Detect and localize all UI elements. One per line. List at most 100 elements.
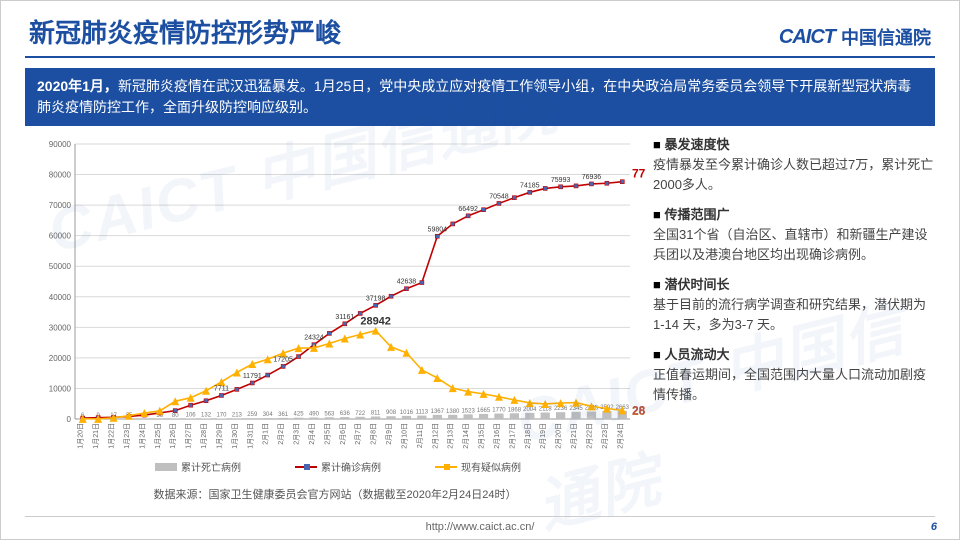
svg-text:7711: 7711 <box>214 385 229 392</box>
svg-text:10000: 10000 <box>49 384 72 393</box>
svg-text:59804: 59804 <box>428 226 448 233</box>
fact-heading: 潜伏时间长 <box>653 274 935 293</box>
svg-text:77658: 77658 <box>632 167 645 181</box>
svg-text:304: 304 <box>263 412 274 418</box>
svg-text:2月14日: 2月14日 <box>462 423 470 449</box>
svg-text:2月4日: 2月4日 <box>308 423 316 445</box>
svg-text:106: 106 <box>186 413 197 419</box>
svg-text:563: 563 <box>324 411 335 417</box>
svg-text:66492: 66492 <box>458 206 478 213</box>
svg-text:170: 170 <box>216 412 227 418</box>
svg-text:2824: 2824 <box>632 403 645 417</box>
svg-text:70000: 70000 <box>49 201 72 210</box>
svg-text:2月15日: 2月15日 <box>478 423 486 449</box>
svg-text:70548: 70548 <box>489 193 509 200</box>
svg-text:74185: 74185 <box>520 182 540 189</box>
svg-text:1月29日: 1月29日 <box>215 423 223 449</box>
svg-text:425: 425 <box>294 412 305 418</box>
svg-text:2月21日: 2月21日 <box>570 423 578 449</box>
svg-text:2月9日: 2月9日 <box>385 423 393 445</box>
svg-text:60000: 60000 <box>49 232 72 241</box>
svg-text:0: 0 <box>67 415 72 424</box>
svg-text:908: 908 <box>386 410 397 416</box>
svg-text:1月31日: 1月31日 <box>246 423 254 449</box>
footer-rule <box>25 516 935 517</box>
svg-text:累计确诊病例: 累计确诊病例 <box>321 461 381 474</box>
svg-text:1月30日: 1月30日 <box>231 423 239 449</box>
facts-list: 暴发速度快疫情暴发至今累计确诊人数已超过7万，累计死亡2000多人。传播范围广全… <box>653 134 935 502</box>
svg-text:2月2日: 2月2日 <box>277 423 285 445</box>
svg-text:1523: 1523 <box>461 408 475 414</box>
slide: CAICT 中国信通院 CAICT 中国信通院 新冠肺炎疫情防控形势严峻 CAI… <box>0 0 960 540</box>
svg-text:30000: 30000 <box>49 323 72 332</box>
svg-text:累计死亡病例: 累计死亡病例 <box>181 461 241 474</box>
chart-source: 数据来源：国家卫生健康委员会官方网站（数据截至2020年2月24日24时） <box>25 486 645 502</box>
svg-text:20000: 20000 <box>49 354 72 363</box>
svg-text:28942: 28942 <box>360 316 391 328</box>
chart-wrap: 0100002000030000400005000060000700008000… <box>25 134 645 502</box>
svg-text:40000: 40000 <box>49 293 72 302</box>
svg-text:1367: 1367 <box>431 409 445 415</box>
covid-chart: 0100002000030000400005000060000700008000… <box>25 134 645 479</box>
svg-text:1113: 1113 <box>416 410 429 416</box>
svg-text:1665: 1665 <box>477 408 491 414</box>
description-lead: 2020年1月， <box>37 78 118 94</box>
svg-text:490: 490 <box>309 412 320 418</box>
fact-heading: 暴发速度快 <box>653 134 935 153</box>
fact-body: 正值春运期间，全国范围内大量人口流动加剧疫情传播。 <box>653 365 935 404</box>
svg-text:50000: 50000 <box>49 262 72 271</box>
footer-url: http://www.caict.ac.cn/ <box>1 521 959 533</box>
fact-item: 暴发速度快疫情暴发至今累计确诊人数已超过7万，累计死亡2000多人。 <box>653 134 935 194</box>
svg-text:2月13日: 2月13日 <box>447 423 455 449</box>
svg-text:259: 259 <box>247 412 258 418</box>
svg-text:1月21日: 1月21日 <box>92 423 100 449</box>
svg-text:1月22日: 1月22日 <box>108 423 116 449</box>
svg-text:1016: 1016 <box>400 410 414 416</box>
svg-text:75993: 75993 <box>551 177 571 184</box>
svg-text:2月23日: 2月23日 <box>601 423 609 449</box>
svg-text:17205: 17205 <box>273 356 293 363</box>
logo-mark: CAICT <box>779 26 835 49</box>
svg-text:2月16日: 2月16日 <box>493 423 501 449</box>
svg-text:2月5日: 2月5日 <box>323 423 331 445</box>
svg-text:24324: 24324 <box>304 335 324 342</box>
fact-heading: 人员流动大 <box>653 344 935 363</box>
svg-text:2月12日: 2月12日 <box>431 423 439 449</box>
svg-text:37198: 37198 <box>366 295 386 302</box>
svg-text:2月1日: 2月1日 <box>262 423 270 445</box>
svg-text:132: 132 <box>201 413 212 419</box>
fact-body: 基于目前的流行病学调查和研究结果，潜伏期为1-14 天，多为3-7 天。 <box>653 295 935 334</box>
fact-heading: 传播范围广 <box>653 204 935 223</box>
svg-text:1月25日: 1月25日 <box>154 423 162 449</box>
main-row: 0100002000030000400005000060000700008000… <box>1 134 959 502</box>
fact-body: 全国31个省（自治区、直辖市）和新疆生产建设兵团以及港澳台地区均出现确诊病例。 <box>653 225 935 264</box>
svg-text:90000: 90000 <box>49 140 72 149</box>
fact-item: 潜伏时间长基于目前的流行病学调查和研究结果，潜伏期为1-14 天，多为3-7 天… <box>653 274 935 334</box>
header-rule <box>25 56 935 58</box>
svg-text:2月11日: 2月11日 <box>416 423 424 448</box>
svg-text:2月22日: 2月22日 <box>585 423 593 449</box>
svg-text:31161: 31161 <box>335 314 354 321</box>
fact-body: 疫情暴发至今累计确诊人数已超过7万，累计死亡2000多人。 <box>653 155 935 194</box>
description-box: 2020年1月，新冠肺炎疫情在武汉迅猛暴发。1月25日，党中央成立应对疫情工作领… <box>25 68 935 126</box>
svg-text:1770: 1770 <box>492 408 506 414</box>
svg-text:2月17日: 2月17日 <box>508 423 516 449</box>
svg-text:2月8日: 2月8日 <box>370 423 378 445</box>
svg-text:76936: 76936 <box>582 174 602 181</box>
svg-text:1月23日: 1月23日 <box>123 423 131 449</box>
svg-text:2004: 2004 <box>523 407 537 413</box>
fact-item: 传播范围广全国31个省（自治区、直辖市）和新疆生产建设兵团以及港澳台地区均出现确… <box>653 204 935 264</box>
header: 新冠肺炎疫情防控形势严峻 CAICT 中国信通院 <box>1 1 959 56</box>
svg-text:2月10日: 2月10日 <box>400 423 408 449</box>
logo-cn: 中国信通院 <box>841 24 931 50</box>
svg-text:811: 811 <box>371 411 381 417</box>
svg-text:2345: 2345 <box>569 406 583 412</box>
svg-text:2月19日: 2月19日 <box>539 423 547 449</box>
svg-text:1月26日: 1月26日 <box>169 423 177 449</box>
svg-text:361: 361 <box>278 412 289 418</box>
svg-text:213: 213 <box>232 412 243 418</box>
svg-text:2月24日: 2月24日 <box>616 423 624 449</box>
svg-text:1868: 1868 <box>508 407 522 413</box>
svg-text:1月24日: 1月24日 <box>138 423 146 449</box>
svg-text:1月27日: 1月27日 <box>185 423 193 449</box>
